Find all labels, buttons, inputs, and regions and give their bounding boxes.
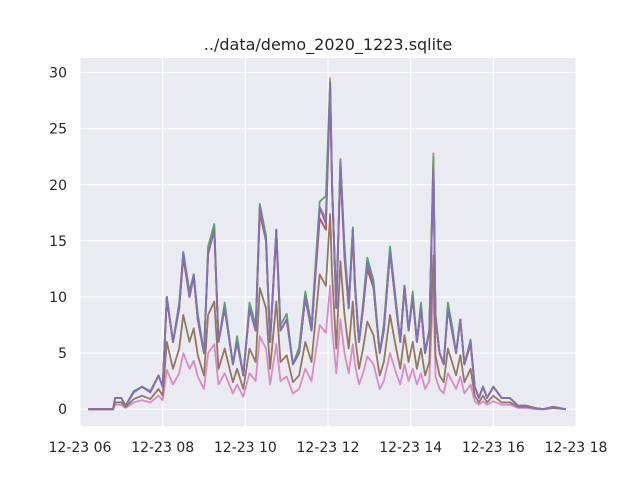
x-tick-label: 12-23 12 — [297, 440, 360, 456]
x-tick-label: 12-23 08 — [131, 440, 194, 456]
series-lines — [88, 77, 566, 411]
y-tick-label: 25 — [49, 122, 67, 138]
y-tick-label: 30 — [49, 66, 67, 82]
series-line-4 — [88, 82, 566, 411]
y-tick-label: 5 — [58, 346, 67, 362]
x-tick-label: 12-23 16 — [462, 440, 525, 456]
series-line-6 — [88, 281, 566, 411]
x-tick-label: 12-23 10 — [214, 440, 277, 456]
y-tick-label: 15 — [49, 234, 67, 250]
x-tick-label: 12-23 14 — [379, 440, 442, 456]
y-tick-label: 10 — [49, 290, 67, 306]
x-tick-labels: 12-23 06 12-23 08 12-23 10 12-23 12 12-23 14… — [49, 440, 608, 456]
chart-title: ../data/demo_2020_1223.sqlite — [204, 35, 452, 55]
x-tick-label: 12-23 06 — [49, 440, 112, 456]
y-tick-label: 20 — [49, 178, 67, 194]
y-tick-label: 0 — [58, 402, 67, 418]
y-tick-labels: 0 5 10 15 20 25 30 — [49, 66, 67, 419]
series-line-5 — [88, 213, 566, 411]
x-tick-label: 12-23 18 — [545, 440, 608, 456]
